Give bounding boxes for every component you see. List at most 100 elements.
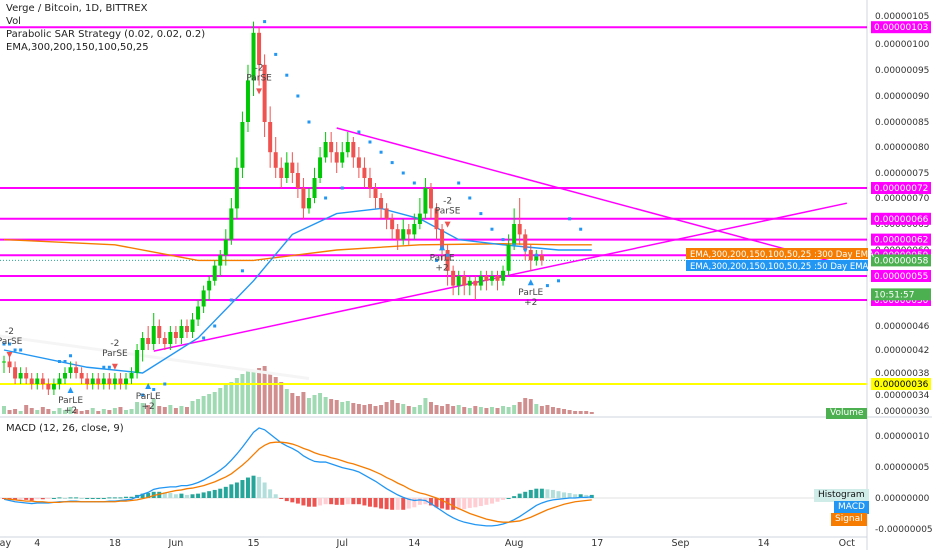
time-tick-label: May — [0, 538, 11, 549]
sar-dot — [57, 360, 61, 363]
sar-dot — [479, 212, 483, 216]
sar-dot — [340, 186, 344, 190]
histogram-bar — [212, 489, 217, 498]
volume-bar — [401, 404, 406, 414]
candle-body — [284, 162, 289, 178]
volume-bar — [151, 399, 156, 414]
histogram-bar — [306, 498, 311, 507]
candle-body — [301, 188, 306, 209]
histogram-bar — [29, 498, 34, 501]
volume-bar — [201, 396, 206, 414]
candle-body — [456, 276, 461, 286]
candle-body — [434, 208, 439, 230]
sar-dot — [13, 348, 17, 352]
histogram-bar — [240, 480, 245, 498]
histogram-bar — [345, 498, 350, 505]
price-tick-label: 0.00000075 — [875, 169, 929, 179]
volume-bar — [467, 408, 472, 414]
candle-body — [395, 229, 400, 240]
candle-body — [118, 378, 123, 384]
volume-bar — [473, 406, 478, 414]
volume-bar — [24, 405, 29, 414]
price-level-tag — [871, 233, 931, 246]
histogram-bar — [251, 475, 256, 498]
sar-dot — [202, 336, 206, 340]
volume-bar — [79, 411, 84, 414]
volume-bar — [51, 411, 56, 414]
candle-body — [207, 280, 212, 291]
candle-body — [345, 142, 350, 153]
candle-body — [179, 326, 184, 338]
sar-dot — [446, 253, 450, 257]
candle-body — [528, 250, 533, 261]
volume-bar — [245, 370, 250, 414]
histogram-bar — [512, 496, 517, 498]
histogram-bar — [384, 498, 389, 510]
candle-body — [101, 378, 106, 384]
signal-marker-label: ParLE — [136, 392, 161, 402]
candle-body — [218, 255, 223, 266]
time-tick-label: 4 — [34, 538, 40, 549]
histogram-bar — [445, 498, 450, 510]
sar-dot — [240, 269, 244, 273]
price-tick-label: 0.00000080 — [875, 143, 930, 153]
candle-body — [184, 326, 189, 332]
candle-body — [323, 142, 328, 158]
volume-bar — [406, 406, 411, 414]
price-tick-label: 0.00000100 — [875, 40, 930, 50]
volume-bar — [445, 404, 450, 414]
candle-body — [390, 218, 395, 230]
arrow-up-icon — [67, 387, 74, 393]
time-tick-label: 14 — [408, 538, 420, 549]
arrow-down-icon — [111, 363, 118, 370]
signal-marker-label: ParSE — [102, 349, 128, 359]
candle-body — [279, 167, 284, 178]
ema-300-line — [3, 238, 592, 262]
arrow-down-icon — [256, 88, 263, 95]
sar-dot — [285, 73, 289, 77]
signal-marker-count: -2 — [110, 339, 119, 349]
time-tick-label: Sep — [672, 538, 690, 549]
volume-bar — [184, 407, 189, 414]
volume-bar — [550, 407, 555, 414]
candle-body — [74, 367, 79, 373]
volume-bar — [168, 405, 173, 414]
candle-body — [423, 188, 428, 214]
candle-body — [512, 224, 517, 245]
volume-axis-label: Volume — [826, 408, 868, 419]
candle-body — [384, 208, 389, 219]
histogram-bar — [85, 498, 90, 499]
histogram-bar — [90, 498, 95, 499]
histogram-bar — [123, 496, 128, 498]
volume-bar — [512, 405, 517, 414]
signal-marker-count: -2 — [255, 63, 264, 73]
candle-body — [501, 270, 506, 281]
volume-bar — [240, 374, 245, 414]
volume-bar — [262, 366, 267, 414]
histogram-bar — [312, 498, 317, 507]
price-level-tag-label: 0.00000050 — [874, 296, 929, 306]
volume-bar — [13, 409, 18, 414]
histogram-bar — [196, 493, 201, 498]
volume-bar — [157, 406, 162, 414]
candle-body — [107, 378, 112, 384]
signal-marker-label: ParSE — [246, 73, 272, 83]
volume-bar — [96, 411, 101, 414]
sar-dot — [468, 196, 472, 200]
volume-bar — [2, 406, 6, 414]
histogram-bar — [18, 498, 23, 500]
volume-bar — [556, 408, 561, 414]
histogram-bar — [301, 498, 306, 506]
volume-bar — [268, 372, 273, 414]
macd-tick-label: 0.00000010 — [875, 432, 930, 442]
candle-body — [140, 338, 145, 350]
histogram-bar — [168, 493, 173, 498]
ema-300-tag — [686, 248, 868, 259]
candle-body — [334, 152, 339, 163]
histogram-bar — [57, 497, 62, 499]
macd-legend: MACD — [834, 501, 869, 514]
volume-bar — [218, 388, 223, 414]
candle-body — [462, 276, 467, 286]
price-level-tag — [871, 21, 931, 34]
candle-body — [196, 306, 201, 320]
